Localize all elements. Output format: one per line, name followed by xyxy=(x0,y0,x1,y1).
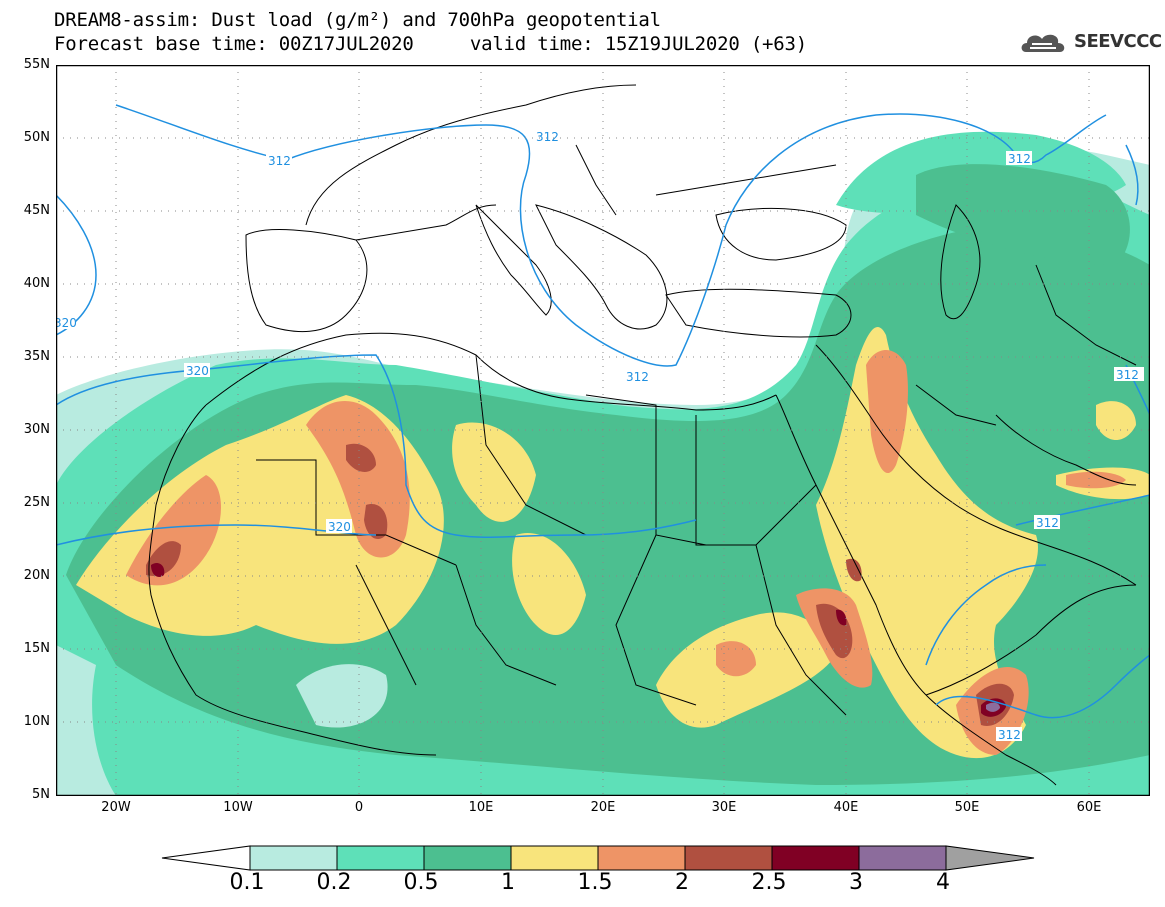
contour-label: 320 xyxy=(56,316,77,330)
lon-label: 0 xyxy=(354,800,364,815)
lon-label: 20E xyxy=(590,800,616,815)
lon-label: 30E xyxy=(711,800,737,815)
lat-label: 20N xyxy=(23,568,50,583)
contour-label: 320 xyxy=(328,520,351,534)
colorbar-label: 0.1 xyxy=(229,870,265,895)
lon-label: 60E xyxy=(1076,800,1102,815)
map-title-line1: DREAM8-assim: Dust load (g/m²) and 700hP… xyxy=(54,9,661,31)
map-gridlines xyxy=(56,65,1150,796)
colorbar-label: 0.5 xyxy=(403,870,439,895)
lat-label: 50N xyxy=(23,130,50,145)
country-borders xyxy=(148,84,1137,786)
contour-label: 312 xyxy=(1036,516,1059,530)
contour-label: 312 xyxy=(1008,152,1031,166)
colorbar-label: 1.5 xyxy=(577,870,613,895)
lat-label: 30N xyxy=(23,422,50,437)
lon-label: 10W xyxy=(223,800,253,815)
colorbar-cell xyxy=(336,845,425,871)
map-title-line2: Forecast base time: 00Z17JUL2020 valid t… xyxy=(54,33,808,55)
lat-label: 15N xyxy=(23,641,50,656)
contour-label: 312 xyxy=(1116,368,1139,382)
contour-labels: 312 312 312 312 312 312 312 320 320 320 xyxy=(56,129,1144,742)
colorbar-cell-below xyxy=(161,845,251,871)
contour-label: 312 xyxy=(998,728,1021,742)
map-frame xyxy=(56,65,1150,796)
lat-label: 10N xyxy=(23,714,50,729)
colorbar-label: 1 xyxy=(501,870,515,895)
colorbar-cell xyxy=(423,845,512,871)
contour-label: 312 xyxy=(268,154,291,168)
lat-label: 45N xyxy=(23,203,50,218)
colorbar-label: 3 xyxy=(849,870,863,895)
colorbar-cell-above xyxy=(945,845,1035,871)
dust-band-3 xyxy=(986,702,1000,712)
colorbar-label: 0.2 xyxy=(316,870,352,895)
dust-load-map: 312 312 312 312 312 312 312 320 320 320 xyxy=(56,65,1150,796)
contour-label: 312 xyxy=(626,370,649,384)
lat-label: 5N xyxy=(32,787,50,802)
cloud-logo-icon xyxy=(1021,34,1065,52)
lon-label: 40E xyxy=(833,800,859,815)
lat-label: 35N xyxy=(23,349,50,364)
colorbar-label: 2 xyxy=(675,870,689,895)
colorbar-cell xyxy=(249,845,338,871)
colorbar-cell xyxy=(597,845,686,871)
seevccc-logo: SEEVCCC xyxy=(1018,26,1162,58)
contour-label: 312 xyxy=(536,130,559,144)
lat-label: 55N xyxy=(23,57,50,72)
colorbar-cell xyxy=(684,845,773,871)
contour-label: 320 xyxy=(186,364,209,378)
lat-label: 40N xyxy=(23,276,50,291)
lon-label: 10E xyxy=(468,800,494,815)
colorbar-label: 2.5 xyxy=(751,870,787,895)
lon-label: 20W xyxy=(101,800,131,815)
lat-label: 25N xyxy=(23,495,50,510)
colorbar-cell xyxy=(771,845,860,871)
lon-label: 50E xyxy=(954,800,980,815)
colorbar-label: 4 xyxy=(936,870,950,895)
colorbar xyxy=(161,845,1035,871)
colorbar-cell xyxy=(510,845,599,871)
logo-text: SEEVCCC xyxy=(1074,31,1162,52)
colorbar-cell xyxy=(858,845,947,871)
